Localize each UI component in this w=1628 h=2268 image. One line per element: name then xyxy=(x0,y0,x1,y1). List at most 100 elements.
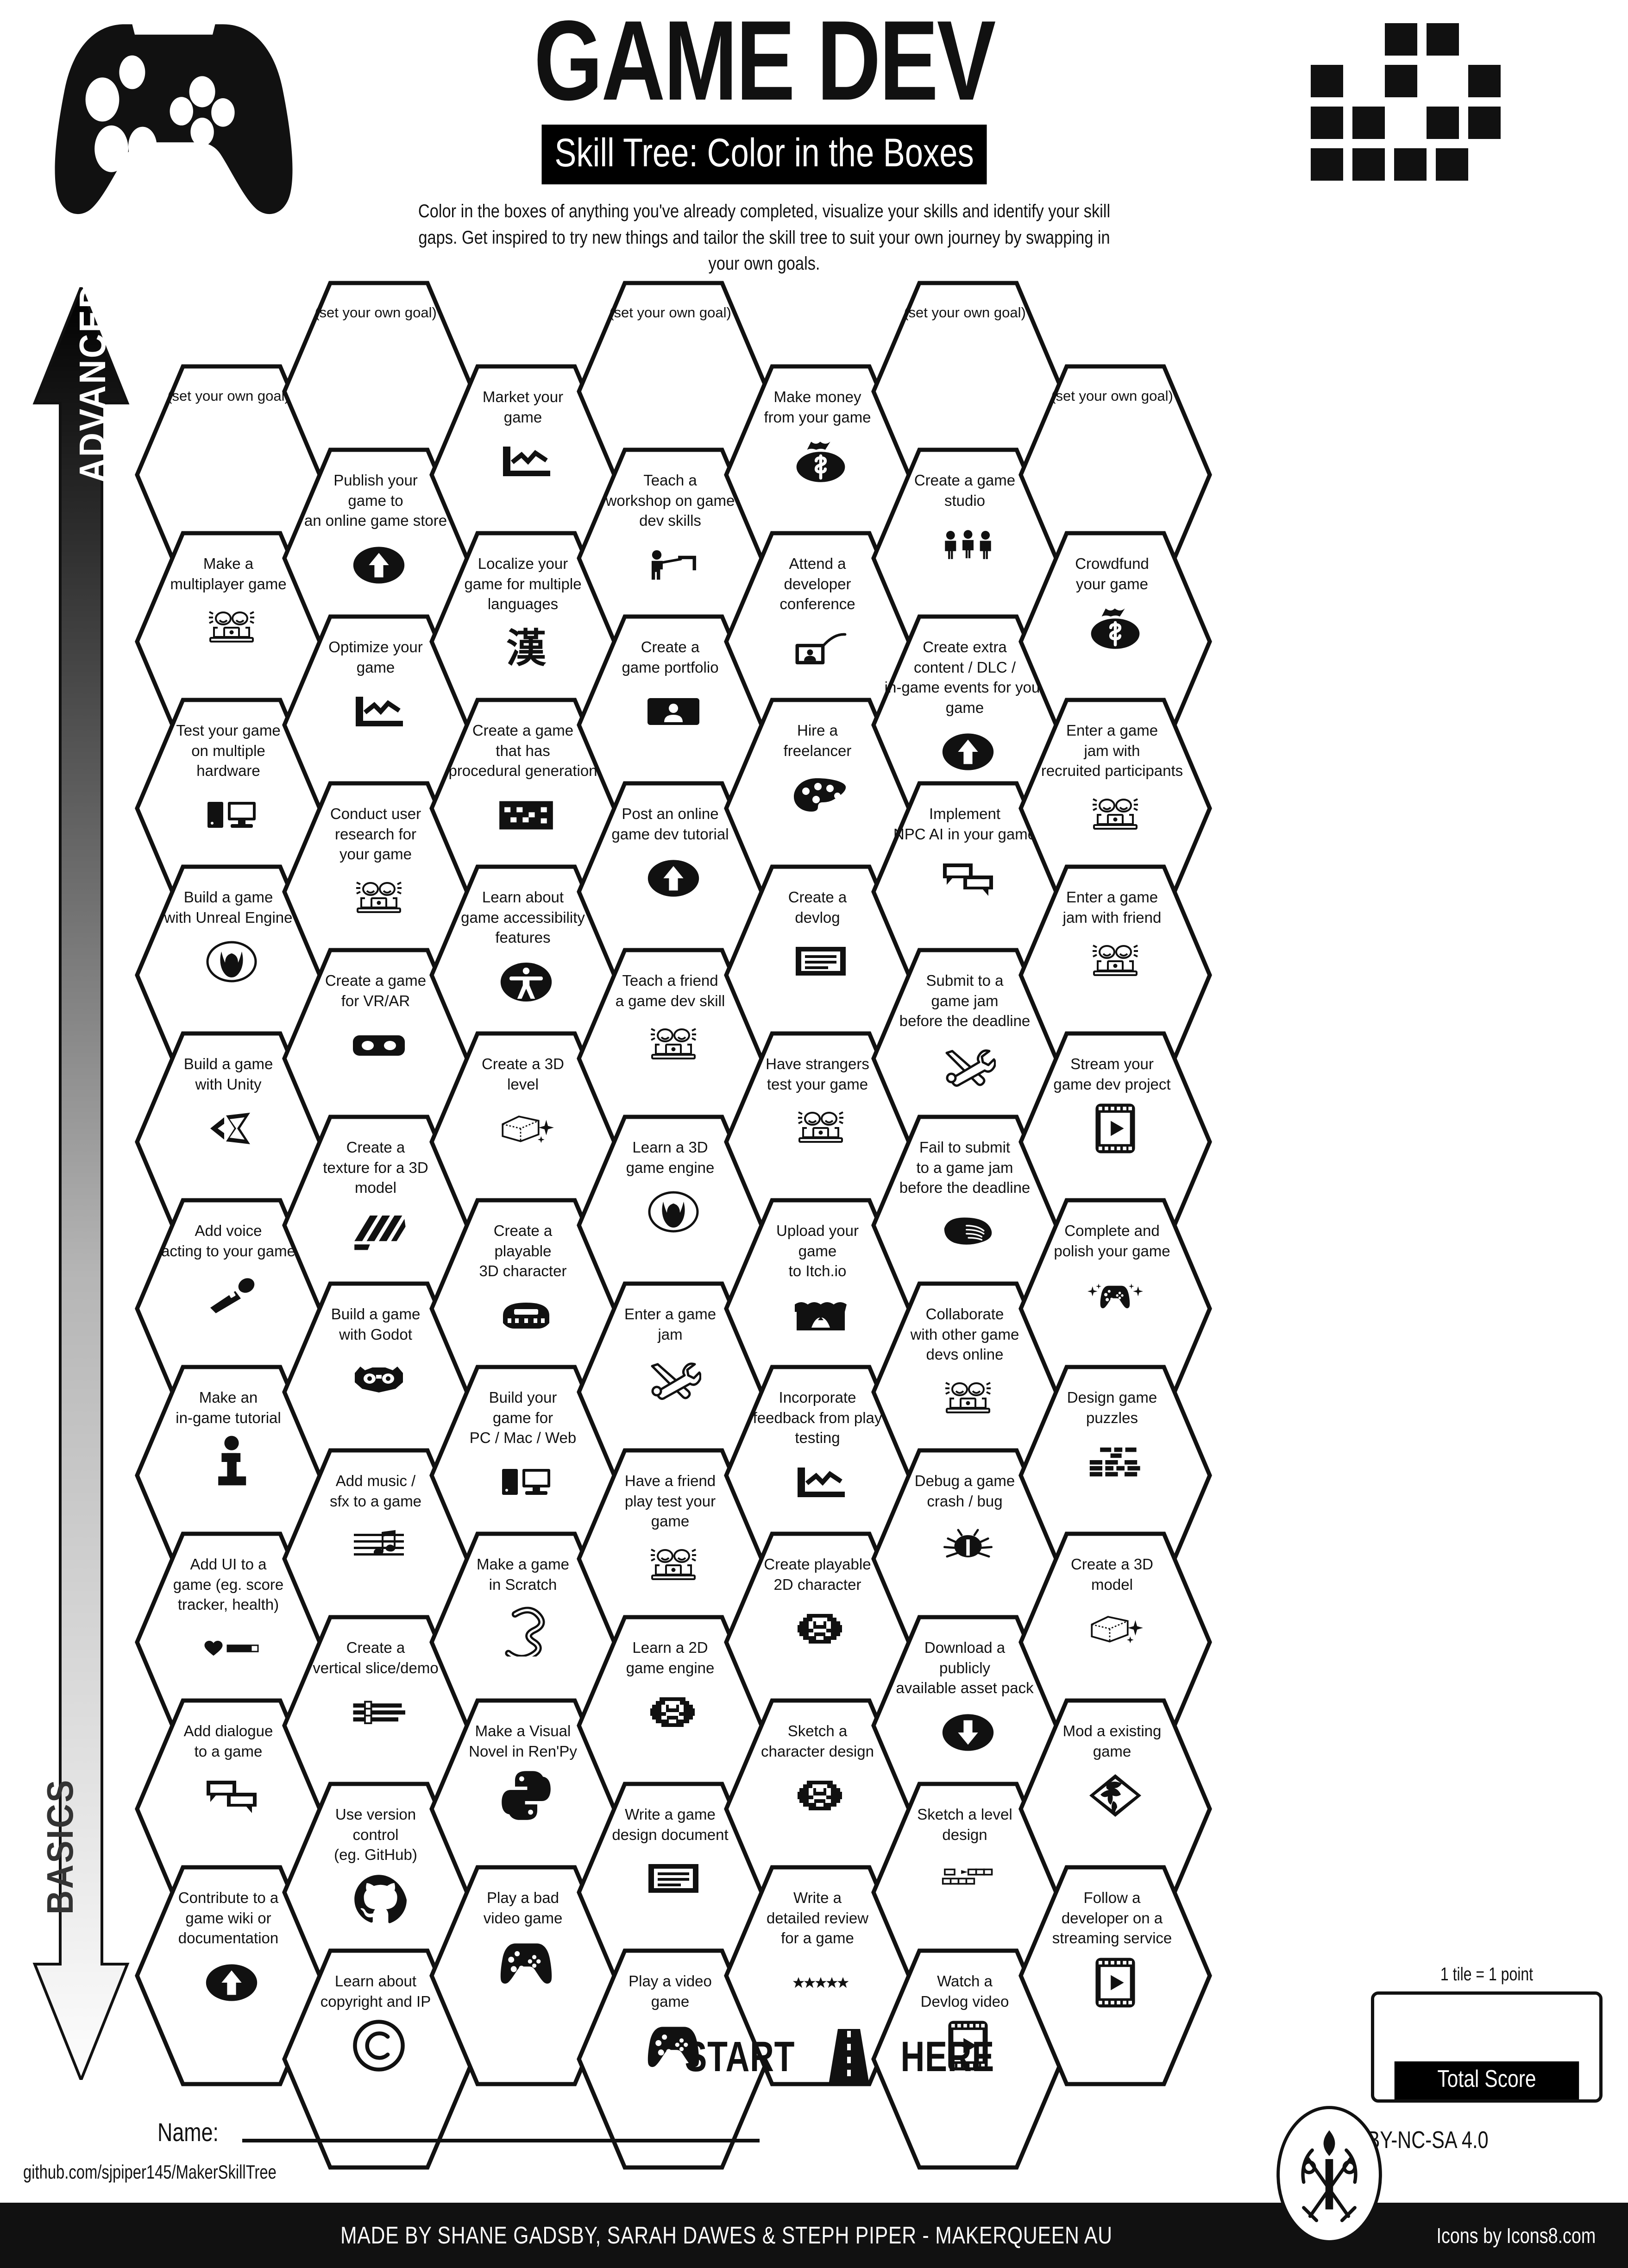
footer-credit: MADE BY SHANE GADSBY, SARAH DAWES & STEP… xyxy=(340,2222,1113,2249)
skill-tile-label: (set your own goal) xyxy=(167,388,289,404)
skill-tile[interactable]: Write a detailed review for a game xyxy=(723,1865,918,2087)
upload-arrow-icon xyxy=(940,724,996,780)
skill-tile[interactable]: Create a texture for a 3D model xyxy=(282,1114,476,1336)
skill-tile-label: Stream your game dev project xyxy=(1053,1055,1171,1093)
skill-tile[interactable]: Market your game xyxy=(429,364,623,586)
skill-tile-label: Create a vertical slice/demo xyxy=(313,1639,439,1676)
skill-tile-label: (set your own goal) xyxy=(314,304,437,321)
skill-tile-label: Build your game for PC / Mac / Web xyxy=(469,1389,577,1447)
skill-tile[interactable]: Build a game with Unreal Engine xyxy=(134,864,329,1086)
pixel-character-icon xyxy=(646,1684,701,1740)
skill-tile-label: Write a detailed review for a game xyxy=(766,1889,869,1947)
header: GAME DEV Skill Tree: Color in the Boxes … xyxy=(0,0,1628,274)
skill-tile-label: Play a bad video game xyxy=(483,1889,563,1927)
skill-tile[interactable]: Create playable 2D character xyxy=(723,1531,918,1753)
skill-tile[interactable]: Make a Visual Novel in Ren'Py xyxy=(429,1698,623,1920)
skill-tile[interactable]: Add dialogue to a game xyxy=(134,1698,329,1920)
money-bag-icon xyxy=(793,434,849,489)
total-score-label: Total Score xyxy=(1394,2061,1579,2099)
skill-tile[interactable]: (set your own goal) xyxy=(134,364,329,586)
skill-tile[interactable]: Enter a game jam xyxy=(576,1281,771,1503)
skill-tile[interactable]: Play a video game xyxy=(576,1948,771,2170)
skill-tile[interactable]: Create a game that has procedural generati… xyxy=(429,697,623,920)
document-icon xyxy=(646,1851,701,1907)
skill-tile[interactable]: Learn about copyright and IP xyxy=(282,1948,476,2170)
skill-tile[interactable]: Submit to a game jam before the deadline xyxy=(871,947,1065,1170)
skill-tile-label: Sketch a level design xyxy=(917,1806,1012,1843)
skill-tile[interactable]: Download a publicly available asset pack xyxy=(871,1614,1065,1837)
skill-tile[interactable]: Play a bad video game xyxy=(429,1865,623,2087)
skill-tile[interactable]: Design game puzzles xyxy=(1018,1364,1213,1587)
skill-tile[interactable]: Make a game in Scratch xyxy=(429,1531,623,1753)
skill-tile[interactable]: Teach a workshop on game dev skills xyxy=(576,447,771,669)
skill-tile[interactable]: Publish your game to an online game store xyxy=(282,447,476,669)
unity-icon xyxy=(204,1101,259,1156)
total-score-box[interactable]: Total Score xyxy=(1371,1991,1603,2103)
itch-io-icon xyxy=(793,1288,849,1343)
score-input[interactable] xyxy=(1374,1995,1599,2061)
facepalm-icon xyxy=(940,1204,996,1260)
skill-tile[interactable]: Create a 3D model xyxy=(1018,1531,1213,1753)
skill-tile[interactable]: Sketch a character design xyxy=(723,1698,918,1920)
makerqueen-badge-icon xyxy=(1276,2105,1383,2244)
skill-tile[interactable]: Create a devlog xyxy=(723,864,918,1086)
skill-tile[interactable]: Add UI to a game (eg. score tracker, healt… xyxy=(134,1531,329,1753)
skyrim-dragon-icon xyxy=(1087,1768,1143,1823)
skill-tile[interactable]: Stream your game dev project xyxy=(1018,1031,1213,1253)
skill-tile[interactable]: Collaborate with other game devs online xyxy=(871,1281,1065,1503)
skill-tile[interactable]: Enter a game jam with recruited participan… xyxy=(1018,697,1213,920)
skill-tile[interactable]: Follow a developer on a streaming service xyxy=(1018,1865,1213,2087)
skill-tile[interactable]: (set your own goal) xyxy=(1018,364,1213,586)
skill-tile[interactable]: Test your game on multiple hardware xyxy=(134,697,329,920)
two-people-laptop-icon xyxy=(1087,788,1143,843)
skill-tile[interactable]: Add music / sfx to a game xyxy=(282,1448,476,1670)
two-people-laptop-icon xyxy=(204,600,259,656)
skill-tile[interactable]: Upload your game to Itch.io xyxy=(723,1197,918,1420)
page-subtitle: Skill Tree: Color in the Boxes xyxy=(541,124,987,184)
skill-tile[interactable]: Debug a game crash / bug xyxy=(871,1448,1065,1670)
skill-tile[interactable]: Watch a Devlog video xyxy=(871,1948,1065,2170)
skill-tile[interactable]: Incorporate feedback from play testing xyxy=(723,1364,918,1587)
name-label: Name: xyxy=(157,2117,219,2147)
skill-tile[interactable]: Post an online game dev tutorial xyxy=(576,781,771,1003)
skill-tile[interactable]: Complete and polish your game xyxy=(1018,1197,1213,1420)
skill-tile[interactable]: Contribute to a game wiki or documentation xyxy=(134,1865,329,2087)
skill-tile[interactable]: (set your own goal) xyxy=(871,280,1065,503)
gamepad-icon xyxy=(646,2018,701,2073)
skill-tile[interactable]: Crowdfund your game xyxy=(1018,530,1213,753)
level-sketch-icon xyxy=(940,1851,996,1907)
name-field-row[interactable]: Name: xyxy=(157,2117,760,2147)
skill-tile-label: Use version control (eg. GitHub) xyxy=(334,1806,417,1864)
skill-tile-label: Hire a freelancer xyxy=(783,722,852,759)
skill-tile-label: Write a game design document xyxy=(612,1806,729,1843)
skill-tile[interactable]: Make an in-game tutorial xyxy=(134,1364,329,1587)
skill-tile[interactable]: Create a 3D level xyxy=(429,1031,623,1253)
skill-tile-label: Add voice acting to your game xyxy=(161,1222,295,1260)
skill-tile[interactable]: Implement NPC AI in your game xyxy=(871,781,1065,1003)
skill-tile-label: Add music / sfx to a game xyxy=(329,1472,422,1510)
skill-tile[interactable]: Learn a 2D game engine xyxy=(576,1614,771,1837)
here-label: HERE xyxy=(900,2033,994,2080)
skill-tile[interactable]: Create a game portfolio xyxy=(576,614,771,836)
skill-tile-label: Sketch a character design xyxy=(761,1722,874,1760)
skill-tile[interactable]: Build your game for PC / Mac / Web xyxy=(429,1364,623,1587)
money-bag-icon xyxy=(1087,600,1143,656)
skill-tile[interactable]: Create extra content / DLC / in-game event… xyxy=(871,614,1065,836)
paint-palette-icon xyxy=(793,767,849,823)
skill-tile-label: (set your own goal) xyxy=(1051,388,1173,404)
skill-tile[interactable]: Build a game with Unity xyxy=(134,1031,329,1253)
name-input[interactable] xyxy=(242,2138,760,2142)
document-icon xyxy=(793,934,849,989)
skill-tile-label: Follow a developer on a streaming service xyxy=(1052,1889,1172,1947)
skill-tile[interactable]: Localize your game for multiple languages 漢 xyxy=(429,530,623,753)
desktop-computer-icon xyxy=(498,1455,554,1510)
skill-tile[interactable]: Create a vertical slice/demo xyxy=(282,1614,476,1837)
skill-tile[interactable]: Build a game with Godot xyxy=(282,1281,476,1503)
line-chart-icon xyxy=(498,434,554,489)
skill-tile[interactable]: Use version control (eg. GitHub) xyxy=(282,1781,476,2003)
skill-tile[interactable]: Optimize your game xyxy=(282,614,476,836)
skill-tile[interactable]: Mod a existing game xyxy=(1018,1698,1213,1920)
skill-tile[interactable]: Learn about game accessibility features xyxy=(429,864,623,1086)
skill-tile-label: Enter a game jam with friend xyxy=(1062,888,1162,926)
github-url[interactable]: github.com/sjpiper145/MakerSkillTree xyxy=(23,2161,277,2183)
